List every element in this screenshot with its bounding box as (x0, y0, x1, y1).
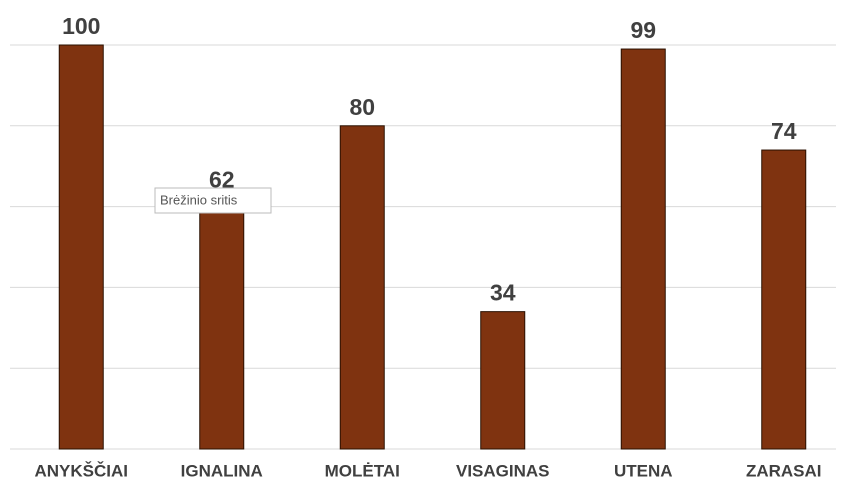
bar (761, 149, 807, 450)
value-label: 34 (490, 280, 516, 306)
value-label: 74 (771, 118, 797, 144)
tooltip-box (154, 187, 272, 214)
tooltip: Brėžinio sritis (160, 192, 238, 207)
value-label: 99 (630, 17, 656, 43)
x-tick-label: ANYKŠČIAI (34, 461, 128, 480)
x-tick-label: VISAGINAS (456, 461, 550, 480)
bar (339, 125, 385, 450)
bar (480, 311, 526, 450)
x-tick-label: UTENA (614, 461, 673, 480)
value-label: 80 (349, 94, 375, 120)
value-label: 100 (62, 13, 100, 39)
bar (199, 198, 245, 450)
x-tick-label: MOLĖTAI (325, 461, 400, 480)
x-tick-label: IGNALINA (181, 461, 263, 480)
x-tick-label: ZARASAI (746, 461, 822, 480)
bar (58, 44, 104, 450)
bar (620, 48, 666, 450)
